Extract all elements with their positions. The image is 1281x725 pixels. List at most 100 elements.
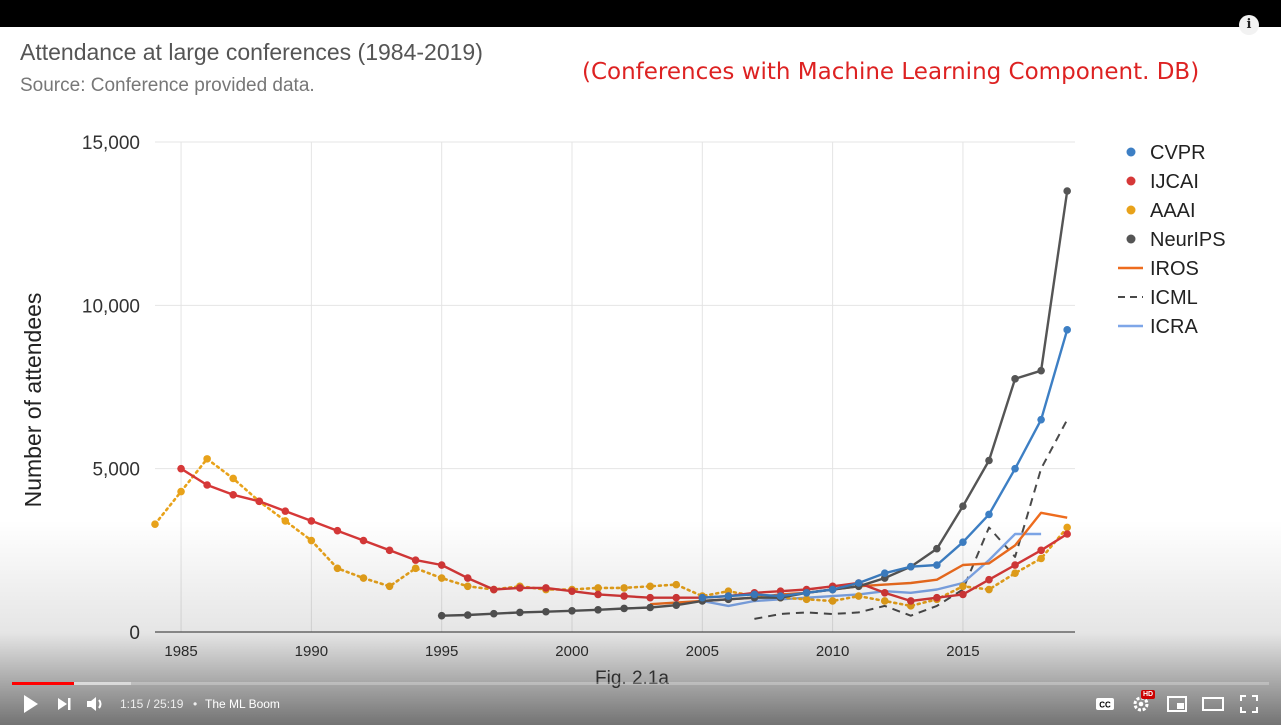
series-line-iros (650, 511, 1068, 606)
data-point-aaai (959, 582, 967, 591)
data-point-ijcai (646, 593, 654, 602)
data-point-aaai (307, 536, 316, 545)
data-point-neurips (490, 609, 498, 618)
data-point-neurips (1063, 187, 1071, 195)
data-point-aaai (281, 517, 290, 525)
data-point-neurips (959, 502, 967, 511)
data-point-cvpr (1011, 464, 1019, 473)
data-point-aaai (151, 520, 159, 528)
y-tick-label: 10,000 (82, 296, 140, 317)
channel-name[interactable]: The ML Boom (205, 697, 280, 711)
data-point-ijcai (907, 597, 915, 605)
miniplayer-icon[interactable] (1165, 692, 1189, 716)
data-point-ijcai (333, 526, 342, 535)
progress-bar[interactable] (12, 682, 1269, 685)
legend-marker (1126, 234, 1136, 244)
data-point-neurips (672, 601, 681, 610)
hd-badge: HD (1141, 690, 1156, 699)
data-point-ijcai (594, 590, 602, 599)
data-point-ijcai (203, 481, 211, 489)
data-point-neurips (646, 603, 654, 612)
legend-label: ICML (1150, 287, 1198, 309)
data-point-aaai (594, 584, 602, 592)
legend-label: CVPR (1150, 142, 1206, 164)
series-line-neurips (441, 190, 1069, 617)
legend-label: IROS (1150, 258, 1199, 280)
data-point-cvpr (828, 585, 837, 594)
info-icon[interactable]: i (1239, 15, 1259, 35)
fullscreen-icon[interactable] (1237, 692, 1261, 716)
data-point-ijcai (177, 464, 185, 473)
data-point-aaai (229, 474, 237, 483)
x-tick-label: 2015 (946, 643, 979, 660)
svg-text:CC: CC (1099, 701, 1111, 710)
data-point-cvpr (907, 562, 915, 571)
data-point-ijcai (1037, 546, 1045, 555)
y-tick-label: 0 (129, 623, 140, 644)
data-point-ijcai (568, 587, 576, 595)
captions-icon[interactable]: CC (1093, 692, 1117, 716)
data-point-aaai (463, 582, 472, 591)
data-point-cvpr (933, 561, 941, 569)
legend-item-neurips: NeurIPS (1126, 229, 1226, 251)
data-point-cvpr (854, 579, 863, 587)
volume-icon[interactable] (84, 692, 108, 716)
legend-marker (1126, 205, 1136, 215)
data-point-neurips (463, 611, 472, 619)
data-point-aaai (985, 585, 993, 594)
data-point-neurips (516, 608, 524, 617)
data-point-neurips (542, 607, 550, 616)
legend-label: ICRA (1150, 316, 1198, 338)
data-point-ijcai (933, 593, 941, 602)
play-icon[interactable] (18, 692, 42, 716)
chart-gridlines (155, 141, 1075, 632)
data-point-cvpr (724, 592, 733, 600)
theater-icon[interactable] (1201, 692, 1225, 716)
x-tick-label: 2005 (686, 643, 719, 660)
data-point-cvpr (985, 510, 993, 519)
data-point-ijcai (307, 517, 316, 525)
data-point-aaai (672, 580, 681, 589)
data-point-ijcai (985, 575, 993, 584)
data-point-aaai (854, 592, 863, 600)
data-point-neurips (437, 611, 446, 620)
data-point-cvpr (776, 592, 785, 600)
chart-series (151, 187, 1071, 620)
series-line-cvpr (702, 329, 1069, 599)
legend-item-icra: ICRA (1118, 316, 1198, 338)
data-point-ijcai (959, 590, 967, 599)
x-tick-label: 1990 (295, 643, 328, 660)
legend-marker (1126, 147, 1136, 157)
data-point-aaai (880, 597, 889, 605)
legend-item-icml: ICML (1118, 287, 1198, 309)
data-point-aaai (1063, 523, 1071, 532)
data-point-ijcai (620, 592, 628, 600)
data-point-ijcai (516, 584, 524, 592)
next-icon[interactable] (54, 692, 76, 716)
x-tick-label: 2010 (816, 643, 849, 660)
time-display: 1:15 / 25:19 (120, 697, 184, 711)
data-point-aaai (620, 584, 628, 592)
data-point-cvpr (1037, 415, 1045, 424)
series-line-aaai (153, 457, 1069, 608)
data-point-aaai (1037, 554, 1045, 563)
settings-icon[interactable] (1129, 692, 1153, 716)
figure-caption: Fig. 2.1a (595, 668, 669, 689)
data-point-ijcai (463, 574, 472, 582)
x-tick-label: 1985 (164, 643, 197, 660)
data-point-ijcai (672, 593, 681, 602)
x-tick-label: 2000 (555, 643, 588, 660)
data-point-aaai (333, 564, 342, 573)
data-point-ijcai (359, 536, 368, 545)
time-total: 25:19 (153, 697, 184, 711)
data-point-aaai (385, 582, 394, 591)
data-point-cvpr (1063, 326, 1071, 334)
data-point-ijcai (880, 589, 889, 597)
data-point-ijcai (490, 585, 498, 594)
legend-item-iros: IROS (1118, 258, 1199, 280)
data-point-neurips (933, 544, 941, 553)
data-point-cvpr (959, 538, 967, 546)
top-bar (0, 0, 1281, 27)
data-point-neurips (620, 604, 628, 613)
